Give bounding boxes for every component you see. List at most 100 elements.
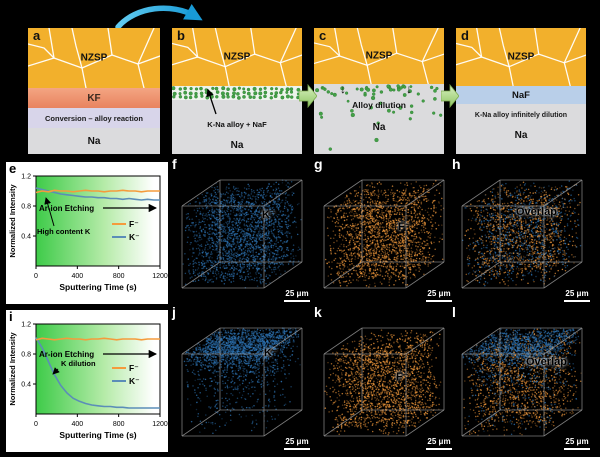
nzsp-label: NZSP: [80, 52, 108, 64]
x-axis-label: Sputtering Time (s): [59, 282, 136, 292]
y-axis-label: Normalized Intensity: [8, 332, 17, 406]
scale-bar: 25 μm: [284, 437, 310, 450]
schematic-panel-a: a NZSP KF Conversion – alloy reaction Na: [28, 28, 160, 154]
panel-letter-j: j: [172, 304, 176, 320]
scale-bar: 25 μm: [426, 289, 452, 302]
x-tick-label: 800: [113, 273, 125, 280]
curved-arrow-icon: [115, 4, 203, 30]
panel-letter-l: l: [452, 304, 456, 320]
nzsp-label: NZSP: [223, 51, 251, 63]
na-substrate: ↓ ↓ Alloy dilution Na: [314, 82, 444, 154]
series-line: [35, 187, 160, 201]
tof-sims-cube-j: j K⁻ 25 μm: [168, 304, 318, 454]
note-annotation: High content K: [37, 227, 91, 236]
line-chart: 0.4 0.8 1.2 0 400 800 1200 Sputtering Time (s) N…: [8, 322, 168, 441]
panel-letter-i: i: [9, 309, 13, 324]
scatter-cube: [323, 179, 445, 289]
x-tick-label: 1200: [152, 273, 168, 280]
x-tick-label: 800: [113, 421, 125, 428]
scale-bar: 25 μm: [564, 289, 590, 302]
panel-letter-g: g: [314, 156, 323, 172]
flow-arrow-icon: [299, 84, 317, 108]
scale-label: 25 μm: [285, 289, 309, 299]
scale-label: 25 μm: [285, 437, 309, 447]
scale-bar-line: [426, 300, 452, 302]
y-axis-label: Normalized Intensity: [8, 184, 17, 258]
na-label: Na: [230, 140, 244, 151]
y-tick-label: 1.2: [21, 174, 31, 181]
tof-sims-cube-f: f K⁻ 25 μm: [168, 156, 318, 306]
y-tick-label: 0.8: [21, 204, 31, 211]
y-tick-label: 0.4: [21, 234, 31, 241]
na-label: Na: [514, 130, 528, 141]
x-axis-label: Sputtering Time (s): [59, 430, 136, 440]
legend-label: F⁻: [129, 219, 139, 229]
ion-label: F⁻: [398, 221, 411, 233]
tof-sims-cube-g: g F⁻ 25 μm: [310, 156, 460, 306]
alloy-dot-band: [172, 86, 302, 100]
naf-interlayer: NaF: [456, 86, 586, 104]
na-substrate: Na: [28, 128, 160, 154]
etching-annotation: Ar-ion Etching: [39, 350, 94, 359]
grain-boundary-lines: [314, 28, 444, 84]
scale-label: 25 μm: [427, 289, 451, 299]
scale-bar-line: [426, 448, 452, 450]
series-line: [35, 337, 160, 341]
down-arrow-icon: ↓: [406, 82, 412, 96]
ion-label: K⁻: [262, 209, 276, 221]
scatter-cube: [181, 327, 303, 437]
flow-arrow-icon: [441, 84, 459, 108]
pointer-arrow-icon: [206, 88, 217, 115]
note-annotation: K dilution: [61, 359, 96, 368]
scale-bar-line: [564, 300, 590, 302]
na-label: Na: [372, 122, 386, 133]
scale-bar: 25 μm: [564, 437, 590, 450]
panel-letter-e: e: [9, 161, 17, 176]
panel-letter-a: a: [33, 28, 41, 43]
panel-letter-c: c: [319, 28, 327, 43]
dilution-annotation: Alloy dilution: [352, 100, 406, 110]
panel-letter-d: d: [461, 28, 469, 43]
dilution-caption: K-Na alloy infinitely dilution: [474, 112, 568, 119]
reaction-caption: Conversion – alloy reaction: [28, 108, 160, 128]
schematic-panel-c: c NZSP ↓ ↓ Alloy dilution Na: [314, 28, 444, 154]
depth-profile-chart-i: i 0.4 0.8 1.2 0 400 800 1200 Sputtering Time (s…: [6, 309, 168, 452]
tof-sims-cube-h: h Overlap 25 μm: [448, 156, 598, 306]
x-tick-label: 1200: [152, 421, 168, 428]
scale-bar-line: [564, 448, 590, 450]
scale-label: 25 μm: [427, 437, 451, 447]
panel-letter-b: b: [177, 28, 185, 43]
etching-annotation: Ar-ion Etching: [39, 204, 94, 213]
x-tick-label: 400: [71, 421, 83, 428]
na-substrate: K-Na alloy + NaF Na: [172, 88, 302, 154]
scale-bar-line: [284, 448, 310, 450]
na-substrate: K-Na alloy infinitely dilution Na: [456, 104, 586, 154]
schematic-panel-d: d NZSP NaF K-Na alloy infinitely dilutio…: [456, 28, 586, 154]
nzsp-layer: a NZSP: [28, 28, 160, 88]
ion-label: K⁻: [264, 347, 278, 359]
nzsp-label: NZSP: [365, 50, 393, 62]
line-chart: 0.4 0.8 1.2 0 400 800 1200 Sputtering Time (s) N…: [8, 174, 168, 293]
y-tick-label: 0.4: [21, 382, 31, 389]
ion-label: F⁻: [396, 371, 409, 383]
overlap-label: Overlap: [526, 356, 567, 368]
x-tick-label: 0: [34, 273, 38, 280]
panel-letter-h: h: [452, 156, 461, 172]
tof-sims-cube-k: k F⁻ 25 μm: [310, 304, 460, 454]
scatter-cube: [461, 179, 583, 289]
panel-letter-k: k: [314, 304, 322, 320]
nzsp-label: NZSP: [507, 51, 535, 63]
y-tick-label: 0.8: [21, 352, 31, 359]
scale-bar-line: [284, 300, 310, 302]
nzsp-layer: b NZSP: [172, 28, 302, 86]
legend-label: K⁻: [129, 232, 140, 242]
series-line: [35, 337, 160, 409]
legend-label: K⁻: [129, 376, 140, 386]
grain-boundary-lines: [456, 28, 586, 86]
x-tick-label: 0: [34, 421, 38, 428]
scatter-cube: [323, 327, 445, 437]
kf-label: KF: [87, 92, 101, 104]
alloy-annotation: K-Na alloy + NaF: [207, 120, 267, 129]
grain-boundary-lines: [28, 28, 160, 88]
